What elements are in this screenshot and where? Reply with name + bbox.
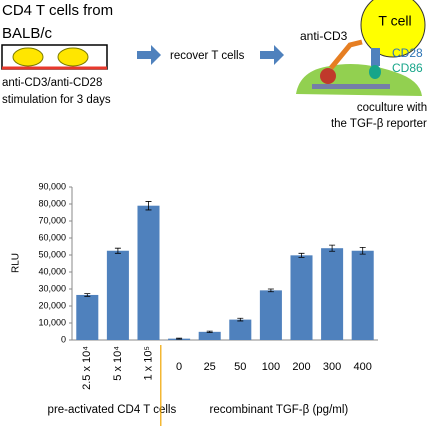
group-label: pre-activated CD4 T cells <box>48 404 177 416</box>
step1-title: BALB/c <box>2 25 53 42</box>
step1-title: CD4 T cells from <box>2 2 113 19</box>
x-tick-label: 300 <box>323 361 341 373</box>
step3-caption: the TGF-β reporter cells <box>331 118 430 130</box>
step1-caption: anti-CD3/anti-CD28 <box>2 77 102 89</box>
y-tick-label: 0 <box>61 334 66 344</box>
bar <box>198 331 221 340</box>
y-tick-label: 30,000 <box>38 283 66 293</box>
error-bar <box>84 293 91 297</box>
bar <box>351 250 374 340</box>
error-bar <box>359 246 366 255</box>
x-tick-label: 25 <box>204 361 216 373</box>
bar <box>106 250 129 340</box>
x-tick-label: 200 <box>292 361 310 373</box>
y-tick-label: 10,000 <box>38 317 66 327</box>
antibody <box>329 39 363 70</box>
step1-caption: stimulation for 3 days <box>2 94 111 106</box>
t-cell-label: T cell <box>378 13 411 29</box>
cell <box>57 47 89 67</box>
x-tick-label: 2.5 x 10⁴ <box>81 346 93 390</box>
y-axis-label: RLU <box>11 253 22 273</box>
y-tick-label: 60,000 <box>38 232 66 242</box>
error-bar <box>206 330 213 333</box>
y-tick-label: 40,000 <box>38 266 66 276</box>
cell <box>12 47 44 67</box>
arrow <box>260 45 284 65</box>
cd28 <box>371 48 380 66</box>
step2-label: recover T cells <box>170 50 245 62</box>
error-bar <box>176 337 183 340</box>
cd3 <box>320 68 336 84</box>
group-label: recombinant TGF-β (pg/ml) <box>210 404 349 416</box>
error-bar <box>329 244 336 252</box>
anti-cd3-label: anti-CD3 <box>300 29 348 43</box>
t-cell <box>360 0 426 58</box>
x-tick-label: 0 <box>176 361 182 373</box>
x-tick-label: 5 x 10⁴ <box>112 346 124 381</box>
y-tick-label: 90,000 <box>38 181 66 191</box>
nucleus-bar <box>312 84 390 89</box>
x-tick-label: 400 <box>354 361 372 373</box>
bar <box>321 248 344 340</box>
y-tick-label: 50,000 <box>38 249 66 259</box>
y-tick-label: 70,000 <box>38 215 66 225</box>
bar <box>229 319 252 340</box>
bar <box>137 205 160 340</box>
step3-caption: coculture with <box>357 102 427 114</box>
bar <box>290 255 313 340</box>
cd86-label: CD86 <box>392 61 423 75</box>
y-tick-label: 20,000 <box>38 300 66 310</box>
arrow <box>137 45 161 65</box>
x-tick-label: 50 <box>234 361 246 373</box>
bar <box>76 294 99 340</box>
error-bar <box>237 317 244 322</box>
y-tick-label: 80,000 <box>38 198 66 208</box>
error-bar <box>114 247 121 254</box>
x-tick-label: 1 x 10⁵ <box>142 346 154 381</box>
cd86 <box>369 65 381 79</box>
x-tick-label: 100 <box>262 361 280 373</box>
cd28-label: CD28 <box>392 46 423 60</box>
bar <box>259 290 282 340</box>
error-bar <box>298 252 305 258</box>
error-bar <box>267 288 274 293</box>
error-bar <box>145 201 152 211</box>
